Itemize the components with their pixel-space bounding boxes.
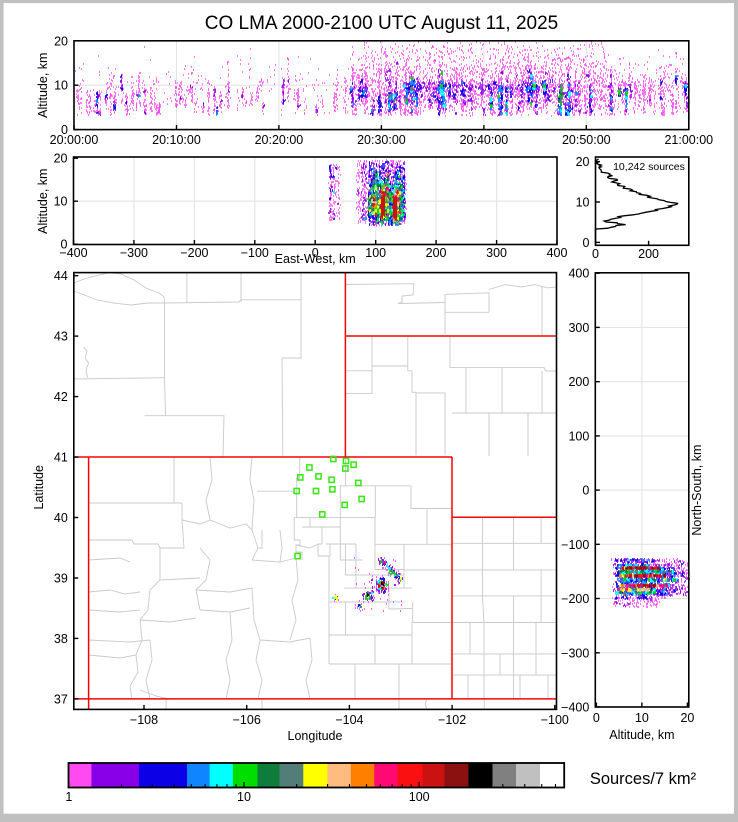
svg-text:20:20:00: 20:20:00 bbox=[255, 133, 304, 147]
svg-text:−200: −200 bbox=[180, 246, 208, 260]
svg-text:Latitude: Latitude bbox=[32, 465, 46, 510]
svg-text:CO LMA 2000-2100 UTC August 11: CO LMA 2000-2100 UTC August 11, 2025 bbox=[205, 13, 558, 34]
svg-text:20:50:00: 20:50:00 bbox=[562, 133, 611, 147]
svg-text:Altitude, km: Altitude, km bbox=[36, 169, 50, 234]
svg-text:Sources/7 km²: Sources/7 km² bbox=[590, 770, 697, 788]
svg-text:−200: −200 bbox=[561, 592, 589, 606]
svg-text:−104: −104 bbox=[335, 713, 363, 727]
svg-text:44: 44 bbox=[54, 269, 68, 283]
svg-text:200: 200 bbox=[568, 375, 589, 389]
svg-text:40: 40 bbox=[54, 511, 68, 525]
svg-text:21:00:00: 21:00:00 bbox=[664, 133, 713, 147]
svg-text:20:00:00: 20:00:00 bbox=[50, 133, 99, 147]
svg-text:−400: −400 bbox=[561, 701, 589, 715]
svg-text:20: 20 bbox=[54, 152, 68, 166]
svg-text:20:10:00: 20:10:00 bbox=[152, 133, 201, 147]
svg-text:Longitude: Longitude bbox=[288, 729, 343, 743]
svg-text:41: 41 bbox=[54, 451, 68, 465]
svg-text:1: 1 bbox=[65, 790, 72, 804]
svg-text:10: 10 bbox=[237, 790, 251, 804]
svg-text:0: 0 bbox=[583, 236, 590, 250]
svg-text:10: 10 bbox=[54, 79, 68, 93]
svg-text:−108: −108 bbox=[130, 713, 158, 727]
svg-text:100: 100 bbox=[568, 429, 589, 443]
svg-text:−102: −102 bbox=[438, 713, 466, 727]
svg-text:10: 10 bbox=[635, 711, 649, 725]
svg-text:10,242 sources: 10,242 sources bbox=[613, 161, 685, 173]
svg-text:100: 100 bbox=[365, 246, 386, 260]
svg-text:300: 300 bbox=[486, 246, 507, 260]
svg-text:−100: −100 bbox=[541, 713, 569, 727]
svg-text:Altitude, km: Altitude, km bbox=[609, 728, 674, 742]
svg-text:38: 38 bbox=[54, 632, 68, 646]
svg-text:20: 20 bbox=[680, 711, 694, 725]
svg-text:400: 400 bbox=[547, 246, 568, 260]
svg-text:0: 0 bbox=[592, 247, 599, 261]
svg-text:39: 39 bbox=[54, 572, 68, 586]
svg-text:43: 43 bbox=[54, 330, 68, 344]
svg-text:−300: −300 bbox=[120, 246, 148, 260]
svg-text:10: 10 bbox=[54, 195, 68, 209]
svg-text:−400: −400 bbox=[59, 246, 87, 260]
svg-text:0: 0 bbox=[61, 123, 68, 137]
svg-text:−100: −100 bbox=[241, 246, 269, 260]
svg-text:Altitude, km: Altitude, km bbox=[36, 53, 50, 118]
svg-text:−106: −106 bbox=[233, 713, 261, 727]
svg-text:20:40:00: 20:40:00 bbox=[460, 133, 509, 147]
svg-text:0: 0 bbox=[593, 711, 600, 725]
svg-text:300: 300 bbox=[568, 321, 589, 335]
svg-text:0: 0 bbox=[61, 238, 68, 252]
svg-text:−300: −300 bbox=[561, 646, 589, 660]
svg-text:20:30:00: 20:30:00 bbox=[357, 133, 406, 147]
svg-text:10: 10 bbox=[576, 196, 590, 210]
svg-text:North-South, km: North-South, km bbox=[690, 445, 704, 536]
svg-text:400: 400 bbox=[568, 267, 589, 281]
svg-text:20: 20 bbox=[54, 34, 68, 48]
svg-text:200: 200 bbox=[426, 246, 447, 260]
svg-text:100: 100 bbox=[409, 790, 430, 804]
svg-text:42: 42 bbox=[54, 390, 68, 404]
svg-text:0: 0 bbox=[582, 484, 589, 498]
svg-text:0: 0 bbox=[312, 246, 319, 260]
svg-text:200: 200 bbox=[638, 247, 659, 261]
svg-text:37: 37 bbox=[54, 692, 68, 706]
svg-text:−100: −100 bbox=[561, 538, 589, 552]
svg-text:East-West, km: East-West, km bbox=[275, 252, 356, 266]
svg-text:20: 20 bbox=[576, 155, 590, 169]
